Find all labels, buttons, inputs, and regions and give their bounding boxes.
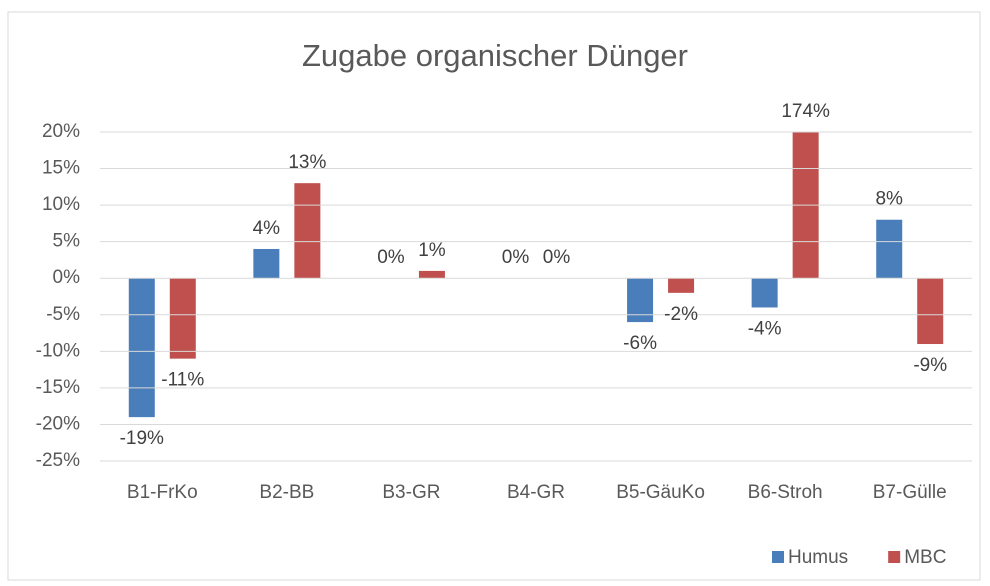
bar (128, 278, 155, 418)
chart-title: Zugabe organischer Dünger (302, 38, 688, 73)
bar (751, 278, 778, 308)
value-label: 174% (781, 101, 830, 122)
legend-swatch (772, 551, 784, 563)
x-tick-label: B1-FrKo (127, 482, 198, 503)
bar (668, 278, 695, 293)
value-label: -19% (120, 428, 164, 449)
bar (876, 219, 903, 279)
y-tick-label: -10% (36, 340, 80, 361)
value-label: -11% (161, 370, 204, 391)
bar (169, 278, 196, 359)
bar (917, 278, 944, 345)
bar (294, 183, 321, 279)
value-label: 4% (253, 218, 281, 239)
value-label: 13% (288, 152, 326, 173)
legend-label: Humus (788, 547, 848, 568)
x-tick-label: B7-Gülle (873, 482, 947, 503)
legend-swatch (888, 551, 901, 563)
y-tick-label: -25% (36, 450, 80, 471)
bar (627, 278, 654, 323)
y-tick-label: 15% (42, 158, 80, 179)
value-label: -9% (913, 355, 947, 376)
x-tick-label: B5-GäuKo (616, 482, 705, 503)
value-label: 8% (875, 189, 903, 210)
y-tick-label: 10% (42, 194, 80, 215)
value-label: -4% (748, 318, 782, 339)
y-tick-label: 0% (53, 267, 81, 288)
x-tick-label: B3-GR (382, 482, 440, 503)
value-label: 0% (502, 247, 530, 268)
plot-area (128, 132, 944, 418)
y-tick-label: 20% (42, 121, 80, 142)
value-label: 0% (543, 247, 571, 268)
y-tick-label: -15% (36, 377, 80, 398)
value-label: 1% (418, 240, 446, 261)
y-tick-label: -20% (36, 413, 80, 434)
y-tick-label: -5% (46, 304, 80, 325)
value-label: -2% (664, 304, 698, 325)
y-tick-label: 5% (53, 231, 81, 252)
value-label: 0% (377, 247, 405, 268)
bar (253, 248, 280, 279)
x-tick-label: B4-GR (507, 482, 565, 503)
bar (418, 270, 445, 279)
x-tick-label: B2-BB (259, 482, 314, 503)
value-label: -6% (623, 333, 657, 354)
legend-label: MBC (904, 547, 946, 568)
x-tick-label: B6-Stroh (748, 482, 823, 503)
